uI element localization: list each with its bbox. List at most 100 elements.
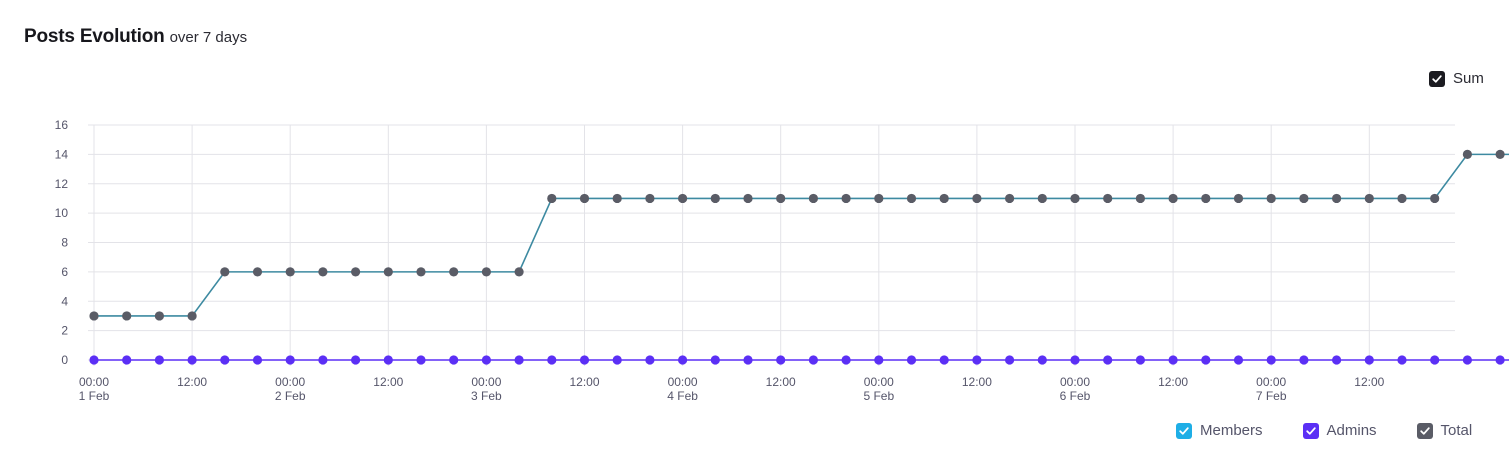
data-point-total	[743, 193, 753, 204]
data-point-admins	[1430, 355, 1440, 365]
data-point-admins	[89, 355, 99, 365]
data-point-admins	[1462, 355, 1472, 365]
data-point-total	[1266, 193, 1276, 204]
data-point-total	[481, 267, 491, 277]
data-point-total	[678, 193, 688, 204]
data-point-total	[383, 267, 393, 277]
data-point-total	[547, 193, 557, 204]
data-point-admins	[1495, 355, 1505, 365]
x-tick-time-label: 12:00	[962, 375, 992, 389]
data-point-total	[351, 267, 361, 277]
x-tick-date-label: 6 Feb	[1060, 389, 1091, 403]
data-point-admins	[1332, 355, 1342, 365]
data-point-admins	[972, 355, 982, 365]
admins-checkbox-icon[interactable]	[1302, 422, 1319, 439]
data-point-admins	[351, 355, 361, 365]
data-point-admins	[874, 355, 884, 365]
data-point-total	[579, 193, 590, 204]
x-tick-date-label: 5 Feb	[863, 389, 894, 403]
data-point-total	[252, 267, 263, 277]
sum-label: Sum	[1453, 70, 1484, 87]
legend-label-members: Members	[1200, 422, 1263, 439]
x-tick-time-label: 12:00	[177, 375, 207, 389]
data-point-admins	[612, 355, 622, 365]
y-tick-label: 2	[61, 324, 68, 338]
data-point-admins	[1397, 355, 1407, 365]
data-point-total	[122, 311, 132, 321]
data-point-admins	[481, 355, 491, 365]
data-point-total	[1070, 193, 1080, 204]
legend-item-members[interactable]: Members	[1176, 422, 1263, 439]
data-point-total	[1037, 193, 1047, 204]
data-point-total	[1299, 193, 1309, 204]
data-point-admins	[1135, 355, 1145, 365]
data-point-total	[939, 193, 949, 204]
sum-checkbox-icon[interactable]	[1429, 70, 1445, 87]
data-point-total	[906, 193, 917, 204]
data-point-admins	[1299, 355, 1309, 365]
x-tick-time-label: 00:00	[1060, 375, 1090, 389]
x-tick-time-label: 12:00	[1158, 375, 1188, 389]
data-point-total	[285, 267, 295, 277]
chart-header: Posts Evolution over 7 days	[24, 26, 247, 48]
data-point-total	[154, 311, 164, 321]
data-point-admins	[776, 355, 786, 365]
data-point-admins	[678, 355, 688, 365]
data-point-admins	[939, 355, 949, 365]
data-point-admins	[154, 355, 164, 365]
data-point-admins	[547, 355, 557, 365]
data-point-total	[1364, 193, 1374, 204]
data-point-admins	[1103, 355, 1113, 365]
data-point-total	[841, 193, 851, 204]
chart-subtitle: over 7 days	[169, 29, 248, 46]
data-point-admins	[645, 355, 655, 365]
members-checkbox-icon[interactable]	[1176, 422, 1192, 439]
data-point-admins	[449, 355, 459, 365]
data-point-total	[416, 267, 426, 277]
data-point-total	[612, 193, 622, 204]
data-point-admins	[710, 355, 720, 365]
chart-legend: Members Admins Total	[1176, 422, 1472, 439]
y-tick-label: 8	[61, 236, 68, 250]
data-point-total	[874, 193, 884, 204]
legend-item-total[interactable]: Total	[1416, 422, 1472, 439]
data-point-total	[449, 267, 459, 277]
x-tick-time-label: 00:00	[668, 375, 698, 389]
data-point-admins	[187, 355, 197, 365]
y-tick-label: 14	[55, 147, 69, 161]
data-point-total	[318, 267, 328, 277]
data-point-admins	[841, 355, 851, 365]
data-point-admins	[1168, 355, 1178, 365]
x-tick-time-label: 00:00	[275, 375, 305, 389]
data-point-total	[514, 267, 524, 277]
y-tick-label: 0	[61, 353, 68, 367]
series-line-total	[94, 153, 1509, 317]
total-checkbox-icon[interactable]	[1416, 422, 1433, 439]
data-point-total	[89, 311, 99, 321]
sum-toggle[interactable]: Sum	[1429, 70, 1484, 87]
data-point-total	[1201, 193, 1211, 204]
data-point-admins	[383, 355, 393, 365]
data-point-admins	[1070, 355, 1080, 365]
y-tick-label: 12	[55, 177, 69, 191]
data-point-total	[972, 193, 982, 204]
legend-label-admins: Admins	[1326, 422, 1377, 439]
data-point-admins	[1005, 355, 1015, 365]
data-point-admins	[514, 355, 524, 365]
data-point-admins	[808, 355, 819, 365]
data-point-admins	[1364, 355, 1374, 365]
legend-item-admins[interactable]: Admins	[1302, 422, 1377, 439]
data-point-admins	[579, 355, 590, 365]
x-tick-date-label: 4 Feb	[667, 389, 698, 403]
data-point-admins	[1201, 355, 1211, 365]
data-point-admins	[220, 355, 230, 365]
data-point-total	[1430, 193, 1440, 204]
data-point-total	[645, 193, 655, 204]
data-point-total	[776, 193, 786, 204]
x-tick-date-label: 2 Feb	[275, 389, 306, 403]
x-tick-time-label: 00:00	[79, 375, 109, 389]
data-point-total	[1495, 149, 1505, 159]
data-point-total	[808, 193, 819, 204]
data-point-admins	[318, 355, 328, 365]
